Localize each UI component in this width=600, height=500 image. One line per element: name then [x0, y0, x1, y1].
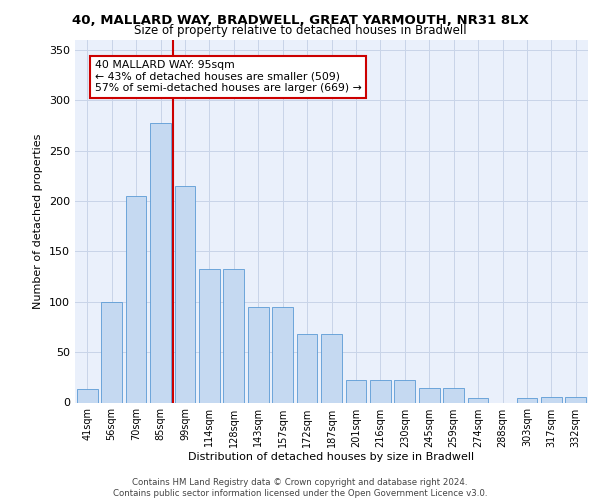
Bar — [199, 268, 220, 402]
Text: Contains HM Land Registry data © Crown copyright and database right 2024.
Contai: Contains HM Land Registry data © Crown c… — [113, 478, 487, 498]
Bar — [125, 196, 146, 402]
Bar — [175, 186, 196, 402]
Bar — [101, 302, 122, 402]
Bar — [223, 268, 244, 402]
Bar — [565, 398, 586, 402]
Text: 40 MALLARD WAY: 95sqm
← 43% of detached houses are smaller (509)
57% of semi-det: 40 MALLARD WAY: 95sqm ← 43% of detached … — [95, 60, 361, 94]
Bar — [321, 334, 342, 402]
Text: Size of property relative to detached houses in Bradwell: Size of property relative to detached ho… — [134, 24, 466, 37]
Bar — [272, 307, 293, 402]
X-axis label: Distribution of detached houses by size in Bradwell: Distribution of detached houses by size … — [188, 452, 475, 462]
Bar — [248, 307, 269, 402]
Bar — [77, 390, 98, 402]
Bar — [541, 398, 562, 402]
Bar — [394, 380, 415, 402]
Bar — [296, 334, 317, 402]
Bar — [150, 122, 171, 402]
Text: 40, MALLARD WAY, BRADWELL, GREAT YARMOUTH, NR31 8LX: 40, MALLARD WAY, BRADWELL, GREAT YARMOUT… — [71, 14, 529, 27]
Bar — [443, 388, 464, 402]
Bar — [419, 388, 440, 402]
Y-axis label: Number of detached properties: Number of detached properties — [34, 134, 43, 309]
Bar — [517, 398, 538, 402]
Bar — [346, 380, 367, 402]
Bar — [370, 380, 391, 402]
Bar — [467, 398, 488, 402]
